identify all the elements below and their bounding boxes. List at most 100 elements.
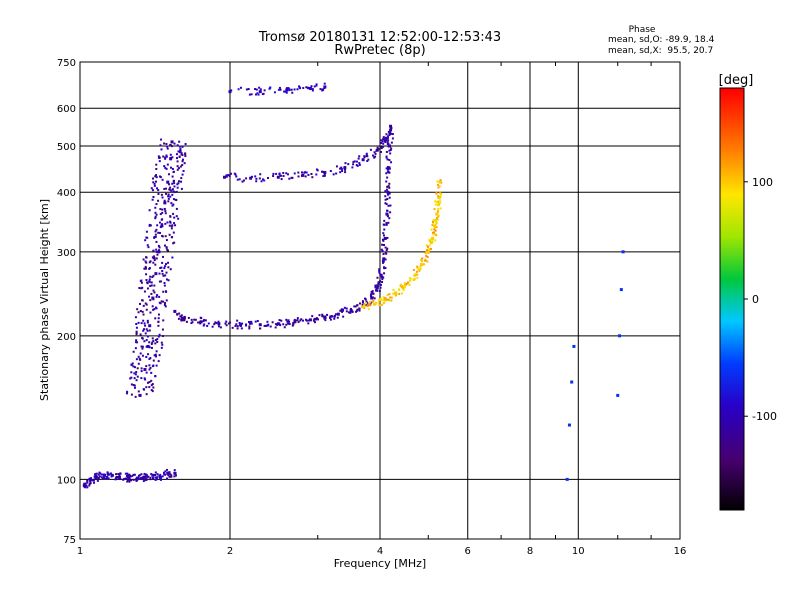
scatter-point (380, 142, 383, 145)
scatter-point (386, 215, 389, 218)
scatter-point (245, 177, 248, 180)
scatter-point (358, 307, 361, 310)
scatter-point (352, 163, 355, 166)
scatter-point (151, 276, 154, 279)
scatter-point (91, 479, 94, 482)
y-tick-label: 200 (57, 332, 76, 343)
scatter-point (437, 207, 440, 210)
scatter-point (157, 360, 160, 363)
scatter-point (140, 473, 143, 476)
scatter-point (187, 316, 190, 319)
scatter-point (145, 355, 148, 358)
scatter-point (438, 203, 441, 206)
scatter-point (138, 287, 141, 290)
scatter-point (183, 318, 186, 321)
scatter-point (143, 328, 146, 331)
colorbar-label: [deg] (719, 73, 754, 88)
scatter-point (145, 386, 148, 389)
colorbar-band (720, 212, 744, 214)
scatter-point (157, 320, 160, 323)
colorbar-band (720, 386, 744, 388)
scatter-point (158, 354, 161, 357)
scatter-point (302, 319, 305, 322)
scatter-point (161, 261, 164, 264)
scatter-point (256, 320, 259, 323)
scatter-point (154, 263, 157, 266)
colorbar-band (720, 104, 744, 106)
colorbar: 100 0 -100 (719, 87, 777, 511)
scatter-point (386, 165, 389, 168)
scatter-point (408, 283, 411, 286)
colorbar-band (720, 206, 744, 208)
scatter-point (149, 476, 152, 479)
scatter-point (161, 234, 164, 237)
scatter-point (135, 333, 138, 336)
scatter-point (344, 162, 347, 165)
scatter-point (145, 345, 148, 348)
scatter-point (147, 246, 150, 249)
scatter-point (139, 477, 142, 480)
scatter-point (170, 145, 173, 148)
scatter-point (176, 186, 179, 189)
colorbar-band (720, 454, 744, 456)
colorbar-band (720, 448, 744, 450)
scatter-point (143, 472, 146, 475)
scatter-point (382, 223, 385, 226)
scatter-point (370, 301, 373, 304)
scatter-point (382, 259, 385, 262)
scatter-point (156, 224, 159, 227)
scatter-point (184, 154, 187, 157)
scatter-point (439, 199, 442, 202)
scatter-point (169, 268, 172, 271)
scatter-point (135, 339, 138, 342)
scatter-point (146, 321, 149, 324)
scatter-point (144, 378, 147, 381)
scatter-point (225, 320, 228, 323)
scatter-point (160, 193, 163, 196)
colorbar-band (720, 280, 744, 282)
scatter-point (170, 166, 173, 169)
scatter-point (106, 471, 109, 474)
scatter-point (345, 307, 348, 310)
scatter-point (381, 243, 384, 246)
scatter-point (163, 267, 166, 270)
colorbar-band (720, 256, 744, 258)
scatter-point (439, 207, 442, 210)
scatter-point (385, 180, 388, 183)
scatter-point (387, 130, 390, 133)
scatter-point (122, 478, 125, 481)
data-point (323, 170, 327, 174)
scatter-point (366, 155, 369, 158)
scatter-point (366, 304, 369, 307)
scatter-point (173, 182, 176, 185)
scatter-point (168, 183, 171, 186)
colorbar-band (720, 202, 744, 204)
scatter-point (389, 131, 392, 134)
scatter-point (143, 377, 146, 380)
colorbar-band (720, 282, 744, 284)
scatter-point (421, 260, 424, 263)
scatter-point (386, 141, 389, 144)
scatter-point (126, 472, 129, 475)
scatter-point (165, 468, 168, 471)
scatter-point (385, 188, 388, 191)
scatter-point (225, 174, 228, 177)
scatter-point (389, 152, 392, 155)
scatter-point (161, 272, 164, 275)
scatter-point (431, 239, 434, 242)
scatter-point (262, 92, 265, 95)
scatter-point (170, 225, 173, 228)
colorbar-band (720, 270, 744, 272)
colorbar-band (720, 338, 744, 340)
scatter-point (433, 207, 436, 210)
scatter-point (388, 182, 391, 185)
scatter-point (176, 165, 179, 168)
scatter-point (431, 241, 434, 244)
colorbar-band (720, 194, 744, 196)
scatter-point (167, 474, 170, 477)
scatter-point (143, 267, 146, 270)
scatter-point (151, 383, 154, 386)
scatter-point (88, 484, 91, 487)
scatter-point (156, 187, 159, 190)
scatter-point (364, 297, 367, 300)
